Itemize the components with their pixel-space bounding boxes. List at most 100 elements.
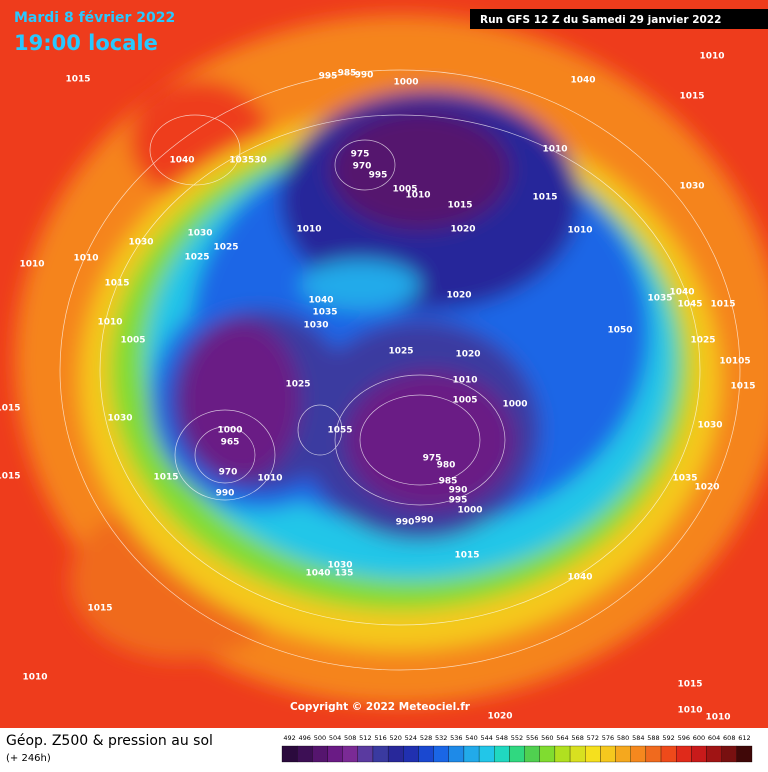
scale-label: 580 bbox=[617, 734, 629, 742]
isobar-label: 1025 bbox=[285, 380, 310, 390]
scale-label: 564 bbox=[556, 734, 568, 742]
isobar-label: 1010 bbox=[22, 673, 47, 683]
isobar-label: 990 bbox=[415, 516, 434, 526]
isobar-label: 995 bbox=[449, 496, 468, 506]
isobar-label: 1050 bbox=[607, 326, 632, 336]
scale-cell bbox=[372, 745, 389, 763]
isobar-label: 990 bbox=[216, 489, 235, 499]
scale-label: 588 bbox=[647, 734, 659, 742]
scale-label: 528 bbox=[420, 734, 432, 742]
scale-cell bbox=[448, 745, 465, 763]
isobar-label: 1015 bbox=[730, 382, 755, 392]
isobar-label: 1040 bbox=[305, 569, 330, 579]
isobar-label: 995 bbox=[319, 72, 338, 82]
scale-label: 560 bbox=[541, 734, 553, 742]
isobar-label: 10105 bbox=[719, 357, 750, 367]
scale-cell bbox=[660, 745, 677, 763]
isobar-label: 1035 bbox=[312, 308, 337, 318]
scale-cell bbox=[281, 745, 298, 763]
isobar-label: 1015 bbox=[677, 680, 702, 690]
isobar-label: 1010 bbox=[452, 376, 477, 386]
isobar-label: 1030 bbox=[187, 229, 212, 239]
isobar-label: 990 bbox=[355, 71, 374, 81]
isobar-label: 1030 bbox=[107, 414, 132, 424]
isobar-label: 990 bbox=[449, 486, 468, 496]
isobar-label: 1025 bbox=[690, 336, 715, 346]
isobar-label: 1055 bbox=[327, 426, 352, 436]
scale-cell bbox=[403, 745, 419, 763]
scale-cell bbox=[327, 745, 343, 763]
scale-label: 548 bbox=[496, 734, 508, 742]
isobar-label: 1030 bbox=[679, 182, 704, 192]
isobar-label: 1025 bbox=[213, 243, 238, 253]
isobar-label: 1030 bbox=[128, 238, 153, 248]
scale-label: 544 bbox=[480, 734, 492, 742]
isobar-label: 1015 bbox=[454, 551, 479, 561]
isobar-label: 1015 bbox=[153, 473, 178, 483]
isobar-label: 985 bbox=[439, 477, 458, 487]
isobar-label: 1015 bbox=[0, 404, 21, 414]
isobar-label: 1025 bbox=[184, 253, 209, 263]
scale-label: 604 bbox=[708, 734, 720, 742]
isobar-label: 1045 bbox=[677, 300, 702, 310]
scale-cell bbox=[585, 745, 601, 763]
color-scale: 492 496 500 504 508 512 516 520 524 528 532 536 540 5… bbox=[281, 734, 753, 763]
scale-cell bbox=[312, 745, 328, 763]
scale-label: 568 bbox=[571, 734, 583, 742]
run: Run GFS 12 Z du Samedi 29 janvier 2022 bbox=[480, 14, 721, 26]
isobar-label: 1010 bbox=[405, 191, 430, 201]
scale-label: 500 bbox=[314, 734, 326, 742]
scale-label: 540 bbox=[465, 734, 477, 742]
scale-cell bbox=[736, 745, 753, 763]
scale-cell bbox=[357, 745, 374, 763]
scale-label: 496 bbox=[299, 734, 311, 742]
scale-cell bbox=[721, 745, 737, 763]
isobar-label: 1015 bbox=[65, 75, 90, 85]
isobar-label: 1010 bbox=[542, 145, 567, 155]
isobar-label: 1005 bbox=[120, 336, 145, 346]
isobar-label: 990 bbox=[396, 518, 415, 528]
isobar-label: 970 bbox=[219, 468, 238, 478]
scale-cell bbox=[539, 745, 556, 763]
scale-label: 508 bbox=[344, 734, 356, 742]
scale-label: 584 bbox=[632, 734, 644, 742]
isobar-label: 1030 bbox=[327, 561, 352, 571]
isobar-label: 1015 bbox=[87, 604, 112, 614]
scale-label: 532 bbox=[435, 734, 447, 742]
isobar-label: 965 bbox=[221, 438, 240, 448]
isobar-label: 970 bbox=[353, 162, 372, 172]
isobar-label: 1015 bbox=[532, 193, 557, 203]
scale-cell bbox=[554, 745, 571, 763]
map-field bbox=[0, 0, 768, 728]
scale-label: 556 bbox=[526, 734, 538, 742]
scale-label: 612 bbox=[738, 734, 750, 742]
scale-cell bbox=[615, 745, 631, 763]
isobar-label: 1020 bbox=[446, 291, 471, 301]
isobar-label: 985 bbox=[338, 69, 357, 79]
scale-label: 576 bbox=[602, 734, 614, 742]
isobar-label: 1015 bbox=[679, 92, 704, 102]
isobar-label: 1015 bbox=[104, 279, 129, 289]
scale-cell bbox=[569, 745, 586, 763]
isobar-label: 1000 bbox=[502, 400, 527, 410]
scale-cell bbox=[297, 745, 313, 763]
isobar-label: 1020 bbox=[455, 350, 480, 360]
scale-cell bbox=[418, 745, 434, 763]
isobar-label: 1040 bbox=[567, 573, 592, 583]
isobar-label: 1035 bbox=[647, 294, 672, 304]
isobar-label: 1005 bbox=[392, 185, 417, 195]
scale-cell bbox=[433, 745, 449, 763]
scale-label: 524 bbox=[405, 734, 417, 742]
isobar-label: 1035 bbox=[672, 474, 697, 484]
scale-cell bbox=[691, 745, 707, 763]
isobar-label: 1010 bbox=[677, 706, 702, 716]
isobar-label: 975 bbox=[423, 454, 442, 464]
scale-label: 492 bbox=[283, 734, 295, 742]
scale-label: 512 bbox=[359, 734, 371, 742]
isobar-label: 1020 bbox=[694, 483, 719, 493]
isobar-label: 1015 bbox=[447, 201, 472, 211]
scale-label: 552 bbox=[511, 734, 523, 742]
scale-label: 520 bbox=[389, 734, 401, 742]
scale-cell bbox=[342, 745, 358, 763]
